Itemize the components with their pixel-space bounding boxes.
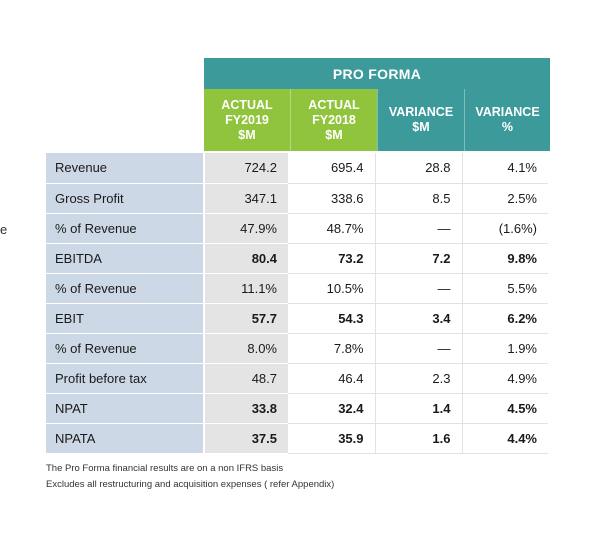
row-label: NPATA	[46, 423, 204, 455]
table-row: EBIT 57.7 54.3 3.4 6.2%	[46, 303, 548, 335]
table-cell: 11.1%	[203, 273, 288, 304]
table-cell: 54.3	[288, 303, 375, 335]
table-row: Revenue 724.2 695.4 28.8 4.1%	[46, 153, 548, 184]
table-cell: 8.5	[374, 183, 462, 214]
column-header: VARIANCE $M	[377, 89, 464, 151]
column-header: ACTUAL FY2018 $M	[290, 89, 377, 151]
table-cell: 7.2	[374, 243, 462, 274]
table-cell: 37.5	[203, 423, 288, 455]
table-cell: 57.7	[203, 303, 288, 335]
row-label: EBITDA	[46, 243, 204, 274]
table-row: Profit before tax 48.7 46.4 2.3 4.9%	[46, 363, 548, 395]
row-label: % of Revenue	[46, 333, 204, 365]
table-cell: 1.9%	[461, 333, 548, 365]
table-cell: 1.6	[374, 423, 462, 455]
table-cell: 5.5%	[461, 273, 548, 304]
table-cell: 2.5%	[461, 183, 548, 214]
table-row: % of Revenue 47.9% 48.7% — (1.6%)	[46, 213, 548, 244]
table-cell: 32.4	[288, 393, 375, 425]
table-row: % of Revenue 11.1% 10.5% —5.5%	[46, 273, 548, 304]
column-header: ACTUAL FY2019 $M	[204, 89, 290, 151]
row-label: Gross Profit	[46, 183, 204, 214]
footnote-exclusions: Excludes all restructuring and acquisiti…	[46, 479, 335, 490]
row-label: % of Revenue	[46, 273, 204, 304]
row-label: % of Revenue	[46, 213, 204, 244]
table-cell: 347.1	[203, 183, 288, 214]
table-cell: 28.8	[374, 153, 462, 184]
table-cell: 46.4	[288, 363, 375, 395]
table-cell: 8.0%	[203, 333, 288, 365]
row-label: Revenue	[46, 153, 204, 184]
table-cell: 48.7	[203, 363, 288, 395]
table-cell: 4.5%	[461, 393, 548, 425]
table-row: NPATA 37.5 35.9 1.6 4.4%	[46, 423, 548, 455]
pro-forma-header: PRO FORMA	[204, 58, 550, 89]
table-cell: 80.4	[203, 243, 288, 274]
table-cell: —	[374, 273, 462, 304]
table-cell: 4.1%	[461, 153, 548, 184]
table-cell: 7.8%	[288, 333, 375, 365]
row-label: EBIT	[46, 303, 204, 335]
edge-text-fragment: e	[0, 222, 8, 237]
table-cell: 1.4	[374, 393, 462, 425]
financial-table: Revenue 724.2 695.4 28.8 4.1% Gross Profit 347…	[46, 153, 548, 455]
table-cell: (1.6%)	[461, 213, 548, 244]
table-cell: 338.6	[288, 183, 375, 214]
footnote-ifrs: The Pro Forma financial results are on a…	[46, 463, 284, 474]
table-cell: 695.4	[288, 153, 375, 184]
table-cell: 6.2%	[461, 303, 548, 335]
table-cell: 3.4	[374, 303, 462, 335]
table-cell: —	[374, 333, 462, 365]
table-cell: 4.4%	[461, 423, 548, 455]
table-row: % of Revenue 8.0% 7.8% —1.9%	[46, 333, 548, 365]
table-cell: 33.8	[203, 393, 288, 425]
column-header: VARIANCE %	[464, 89, 550, 151]
table-cell: 10.5%	[288, 273, 375, 304]
table-cell: 73.2	[288, 243, 375, 274]
table-row: EBITDA 80.4 73.2 7.2 9.8%	[46, 243, 548, 274]
table-cell: 47.9%	[203, 213, 288, 244]
table-row: Gross Profit 347.1 338.6 8.5 2.5%	[46, 183, 548, 214]
row-label: Profit before tax	[46, 363, 204, 395]
table-cell: 48.7%	[288, 213, 375, 244]
table-row: NPAT 33.8 32.4 1.4 4.5%	[46, 393, 548, 425]
table-cell: 724.2	[203, 153, 288, 184]
table-cell: —	[374, 213, 462, 244]
table-cell: 9.8%	[461, 243, 548, 274]
table-cell: 4.9%	[461, 363, 548, 395]
column-headers: ACTUAL FY2019 $M ACTUAL FY2018 $M VARIANCE…	[204, 89, 550, 151]
row-label: NPAT	[46, 393, 204, 425]
table-cell: 35.9	[288, 423, 375, 455]
table-cell: 2.3	[374, 363, 462, 395]
